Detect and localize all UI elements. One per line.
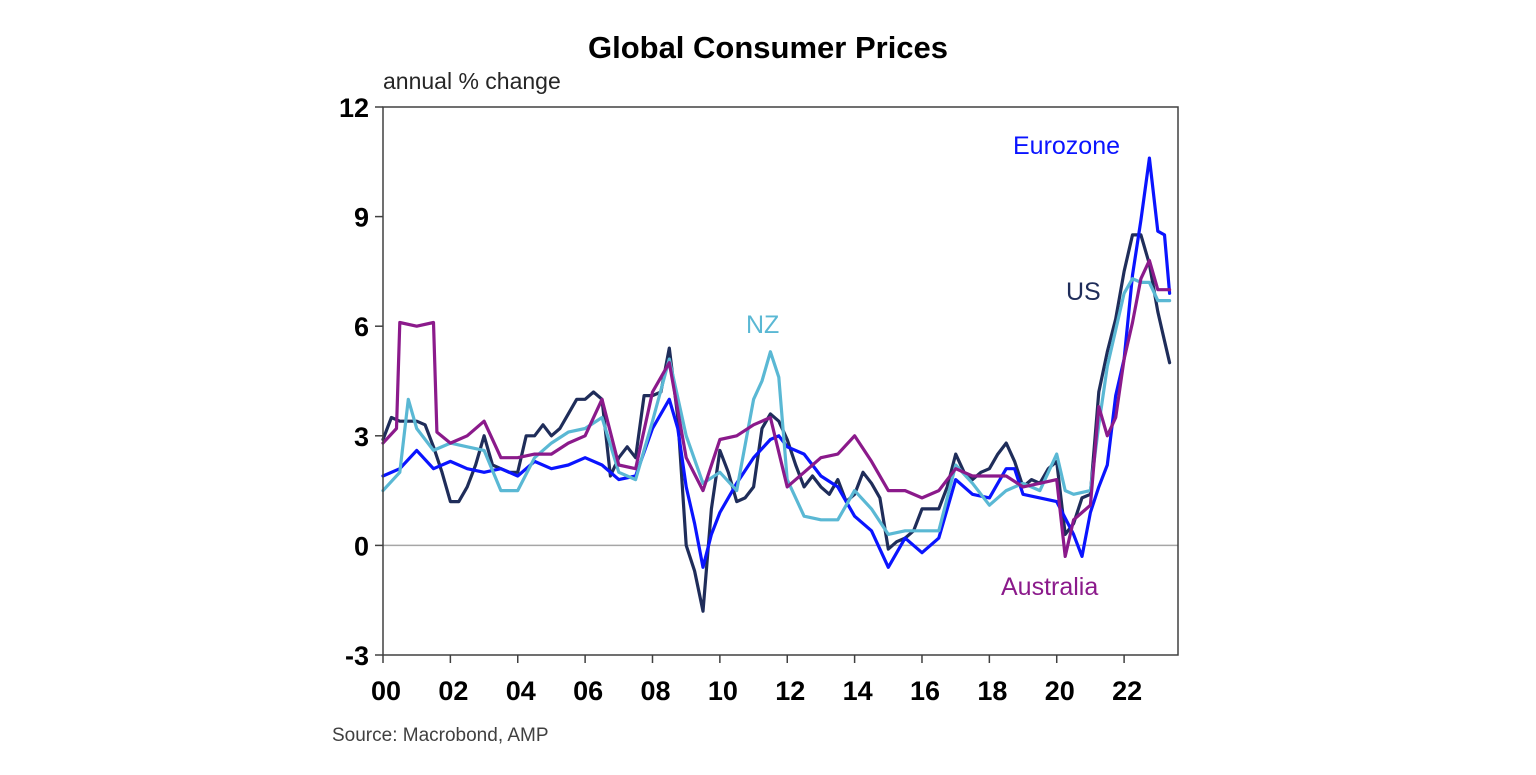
x-tick-label: 22 [1112,676,1142,706]
x-axis-ticks: 00 02 04 06 08 10 12 14 16 18 20 22 [371,655,1142,706]
y-tick-label: 9 [354,203,369,233]
x-tick-label: 16 [910,676,940,706]
x-tick-label: 04 [506,676,536,706]
y-tick-label: 6 [354,312,369,342]
series-label-australia: Australia [1001,573,1098,601]
plot-border [382,106,1179,656]
series-label-us: US [1066,278,1101,306]
x-tick-label: 02 [438,676,468,706]
x-tick-label: 08 [640,676,670,706]
series-line-eurozone [381,156,1172,569]
source-note: Source: Macrobond, AMP [332,725,549,746]
series-label-nz: NZ [746,311,779,339]
y-axis-ticks: -3 0 3 6 9 12 [339,93,383,671]
chart-title: Global Consumer Prices [588,30,948,65]
series-layer [381,156,1172,613]
y-tick-label: 0 [354,531,369,561]
x-tick-label: 20 [1045,676,1075,706]
x-tick-label: 00 [371,676,401,706]
y-tick-label: 12 [339,93,369,123]
y-axis-unit-label: annual % change [383,68,561,94]
x-tick-label: 10 [708,676,738,706]
x-tick-label: 06 [573,676,603,706]
series-line-nz [381,277,1172,537]
x-tick-label: 18 [977,676,1007,706]
series-line-australia [381,258,1172,559]
series-label-eurozone: Eurozone [1013,132,1120,160]
plot-frame [382,106,1179,656]
y-tick-label: 3 [354,422,369,452]
x-tick-label: 14 [843,676,873,706]
y-tick-label: -3 [345,641,369,671]
series-line-us [381,233,1172,613]
x-tick-label: 12 [775,676,805,706]
